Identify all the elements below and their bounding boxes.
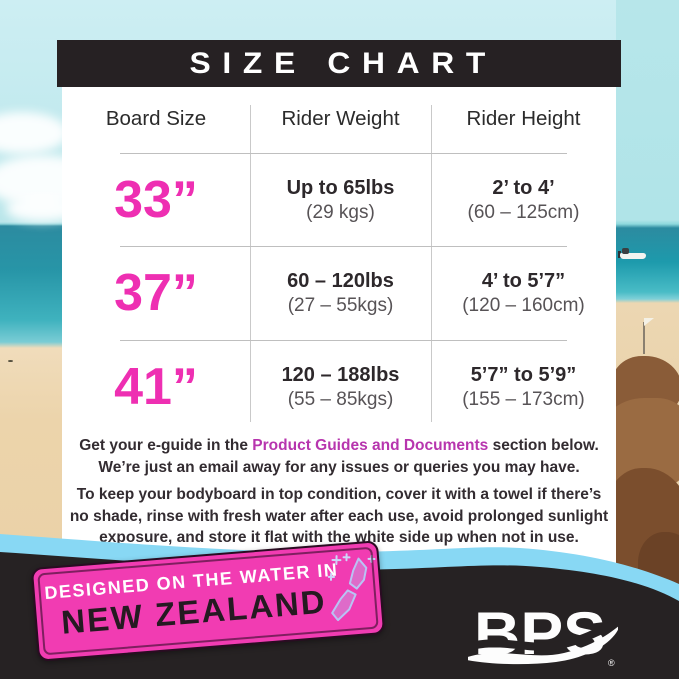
eguide-note-line2: We’re just an email away for any issues … bbox=[98, 458, 580, 476]
rider-height-value: 5’7” to 5’9” bbox=[470, 363, 577, 386]
eguide-note-prefix: Get your e-guide in the bbox=[79, 437, 253, 454]
table-header-row: Board Size Rider Weight Rider Height bbox=[62, 107, 616, 131]
eguide-note-suffix: section below. bbox=[488, 437, 599, 454]
beach-flag bbox=[640, 318, 654, 354]
size-chart-title: SIZE CHART bbox=[189, 46, 497, 80]
row-divider bbox=[120, 153, 567, 154]
rider-height-value: 4’ to 5’7” bbox=[481, 269, 566, 292]
column-divider bbox=[250, 105, 251, 422]
stamp-line2: NEW ZEALAND bbox=[59, 582, 328, 641]
size-chart-card: Board Size Rider Weight Rider Height 33”… bbox=[62, 87, 616, 576]
size-chart-header-bar: SIZE CHART bbox=[57, 40, 621, 87]
table-row: 33” Up to 65lbs (29 kgs) 2’ to 4’ (60 – … bbox=[62, 153, 616, 246]
row-divider bbox=[120, 246, 567, 247]
new-zealand-map-icon bbox=[327, 553, 376, 622]
registered-trademark-icon: ® bbox=[608, 658, 615, 668]
column-header-rider-weight: Rider Weight bbox=[281, 107, 400, 130]
care-note-line1: To keep your bodyboard in top condition,… bbox=[76, 486, 602, 503]
table-row: 37” 60 – 120lbs (27 – 55kgs) 4’ to 5’7” … bbox=[62, 246, 616, 339]
stamp-line1: DESIGNED ON THE WATER IN bbox=[43, 559, 340, 604]
care-note-line3: exposure, and store it flat with the whi… bbox=[99, 529, 579, 546]
rider-weight-value: 60 – 120lbs bbox=[287, 269, 394, 292]
rider-height-metric: (120 – 160cm) bbox=[462, 294, 585, 316]
board-size-value: 37” bbox=[114, 263, 198, 322]
bps-logo: BPS ® bbox=[468, 602, 618, 668]
bps-logo-swoosh bbox=[468, 626, 618, 665]
column-header-rider-height: Rider Height bbox=[466, 107, 581, 130]
rider-weight-metric: (55 – 85kgs) bbox=[287, 388, 394, 410]
column-header-board-size: Board Size bbox=[105, 107, 207, 130]
product-guides-documents-text: Product Guides and Documents bbox=[252, 437, 489, 454]
bps-logo-wave-cut bbox=[468, 617, 618, 652]
care-note-line2: no shade, rinse with fresh water after e… bbox=[69, 507, 609, 525]
notes-block: Get your e-guide in the Product Guides a… bbox=[62, 435, 616, 549]
eguide-note-line1: Get your e-guide in the Product Guides a… bbox=[62, 435, 616, 457]
rider-weight-metric: (29 kgs) bbox=[306, 201, 375, 223]
designed-in-nz-stamp: DESIGNED ON THE WATER IN NEW ZEALAND bbox=[30, 540, 386, 662]
rider-height-metric: (155 – 173cm) bbox=[462, 388, 585, 410]
rider-weight-value: 120 – 188lbs bbox=[281, 363, 400, 386]
board-size-value: 33” bbox=[114, 170, 198, 229]
rider-height-value: 2’ to 4’ bbox=[492, 176, 555, 199]
row-divider bbox=[120, 340, 567, 341]
boat bbox=[618, 246, 648, 260]
table-row: 41” 120 – 188lbs (55 – 85kgs) 5’7” to 5’… bbox=[62, 340, 616, 433]
bird-speck bbox=[8, 360, 13, 362]
rider-weight-metric: (27 – 55kgs) bbox=[287, 294, 394, 316]
board-size-value: 41” bbox=[114, 357, 198, 416]
column-divider bbox=[431, 105, 432, 422]
rider-height-metric: (60 – 125cm) bbox=[467, 201, 580, 223]
rider-weight-value: Up to 65lbs bbox=[286, 176, 395, 199]
